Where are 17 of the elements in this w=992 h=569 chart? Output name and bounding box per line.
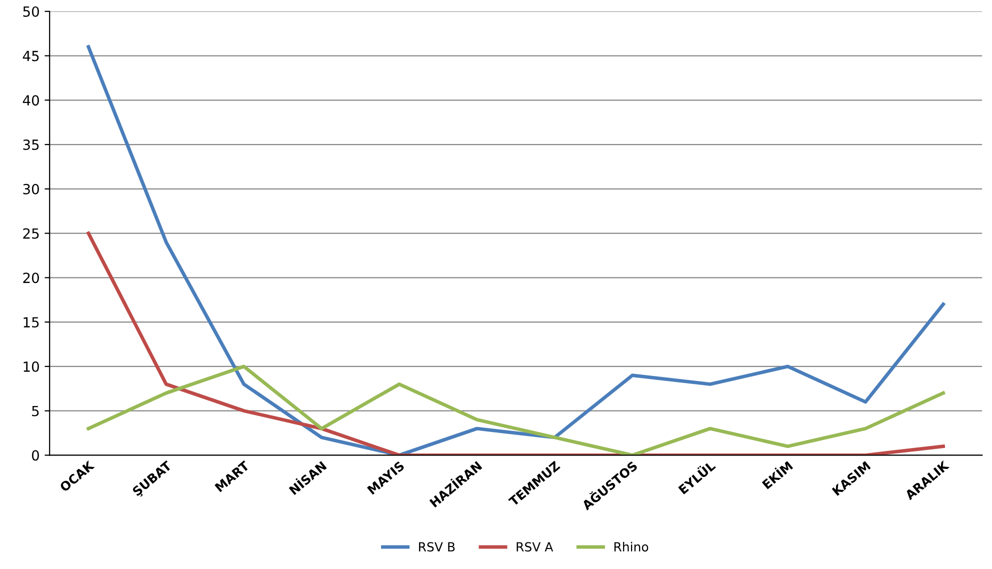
y-tick-label: 35: [23, 139, 39, 150]
line-series: [86, 45, 945, 456]
y-tick-label: 5: [32, 406, 39, 416]
y-tick-label: 45: [22, 50, 39, 62]
line-series: [86, 364, 945, 456]
line-series: [86, 232, 945, 456]
y-tick-label: 10: [24, 361, 39, 372]
y-tick-label: 25: [23, 228, 39, 239]
y-tick-label: 20: [23, 272, 39, 284]
y-tick-label: 50: [23, 6, 39, 17]
y-tick-label: 15: [24, 317, 39, 328]
y-tick-label: 40: [22, 95, 39, 106]
y-tick-label: 0: [32, 450, 39, 461]
y-tick-label: 30: [23, 184, 39, 194]
legend-label: Rhino: [614, 542, 648, 552]
legend-label: RSV A: [516, 542, 554, 552]
legend-label: RSV B: [419, 542, 455, 552]
